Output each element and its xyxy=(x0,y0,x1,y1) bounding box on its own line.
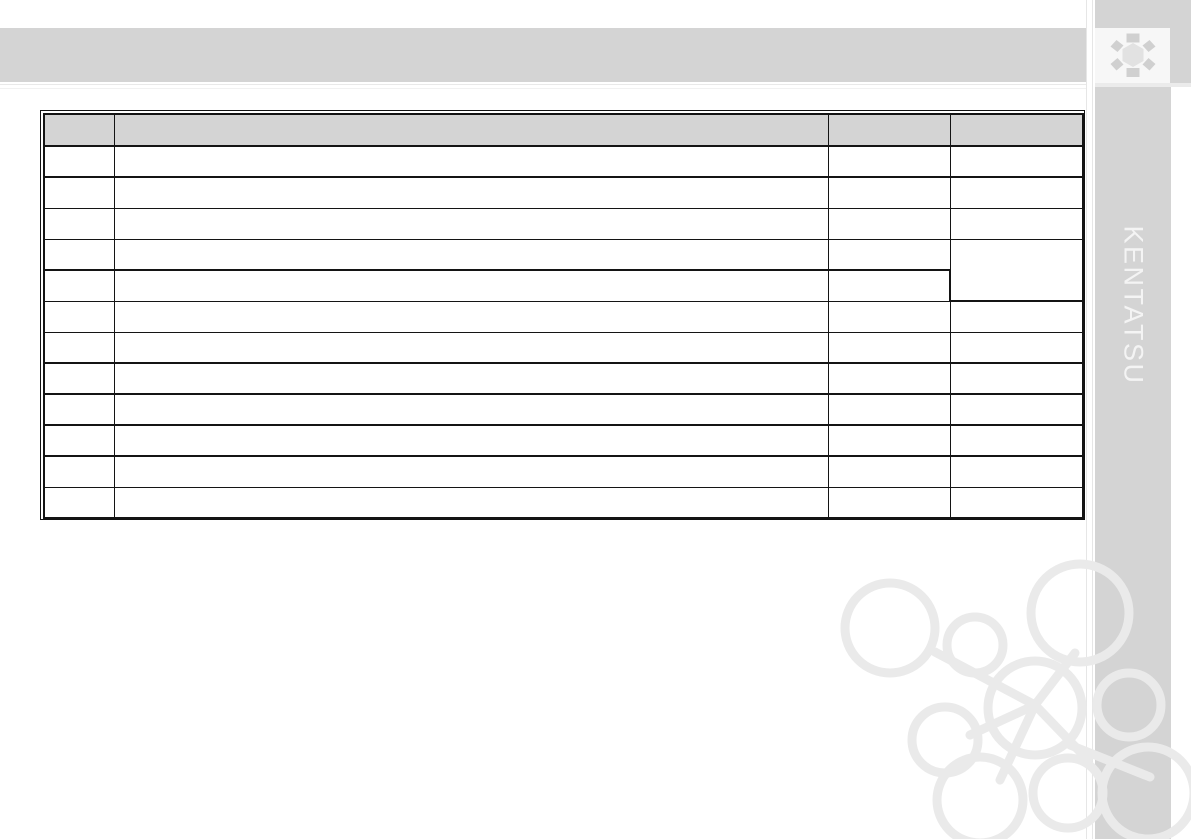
table-row[interactable] xyxy=(43,362,1084,395)
table-row[interactable] xyxy=(43,486,1084,519)
cell-note[interactable] xyxy=(949,207,1084,240)
data-table xyxy=(43,113,1084,519)
column-header-value[interactable] xyxy=(827,113,951,147)
cell-index[interactable] xyxy=(43,455,115,488)
table-row[interactable] xyxy=(43,331,1084,364)
rail-guide-line-inner xyxy=(1092,0,1093,839)
rail-corner-fill-top xyxy=(1170,0,1191,28)
page-header-band xyxy=(0,28,1086,82)
cell-value[interactable] xyxy=(827,393,951,426)
cell-index[interactable] xyxy=(43,269,115,302)
rail-corner-fill-side xyxy=(1170,28,1191,83)
table-row[interactable] xyxy=(43,176,1084,209)
column-header-index[interactable] xyxy=(43,113,115,147)
cell-note[interactable] xyxy=(949,393,1084,426)
cell-note-merged[interactable] xyxy=(949,238,1084,302)
table-row[interactable] xyxy=(43,455,1084,488)
rail-body xyxy=(1095,87,1171,839)
cell-note[interactable] xyxy=(949,331,1084,364)
column-header-description[interactable] xyxy=(113,113,829,147)
table-outer-frame xyxy=(40,110,1085,520)
cell-value[interactable] xyxy=(827,362,951,395)
cell-description[interactable] xyxy=(113,424,829,457)
cell-index[interactable] xyxy=(43,300,115,333)
cell-note[interactable] xyxy=(949,300,1084,333)
table-row[interactable] xyxy=(43,207,1084,240)
cell-note[interactable] xyxy=(949,362,1084,395)
table-body xyxy=(43,145,1084,519)
cell-index[interactable] xyxy=(43,393,115,426)
table-header-row-group xyxy=(43,113,1084,147)
cell-value[interactable] xyxy=(827,486,951,519)
cell-note[interactable] xyxy=(949,145,1084,178)
cell-index[interactable] xyxy=(43,486,115,519)
cell-value[interactable] xyxy=(827,269,951,302)
cell-index[interactable] xyxy=(43,238,115,271)
cell-index[interactable] xyxy=(43,176,115,209)
cell-index[interactable] xyxy=(43,207,115,240)
cell-description[interactable] xyxy=(113,300,829,333)
cell-description[interactable] xyxy=(113,145,829,178)
rail-divider xyxy=(1095,83,1191,87)
cell-description[interactable] xyxy=(113,176,829,209)
cell-value[interactable] xyxy=(827,207,951,240)
table-row[interactable] xyxy=(43,238,1084,302)
column-header-note[interactable] xyxy=(949,113,1084,147)
table-row[interactable] xyxy=(43,393,1084,426)
cell-note[interactable] xyxy=(949,455,1084,488)
cell-note[interactable] xyxy=(949,176,1084,209)
cell-index[interactable] xyxy=(43,331,115,364)
rail-guide-line-outer xyxy=(1086,0,1087,839)
cell-note[interactable] xyxy=(949,486,1084,519)
cell-note[interactable] xyxy=(949,424,1084,457)
header-divider-upper xyxy=(0,84,1086,85)
cell-index[interactable] xyxy=(43,424,115,457)
cell-value[interactable] xyxy=(827,238,951,271)
table-header-row xyxy=(43,113,1084,147)
cell-value[interactable] xyxy=(827,424,951,457)
cell-description[interactable] xyxy=(113,269,829,302)
cell-description[interactable] xyxy=(113,486,829,519)
cell-index[interactable] xyxy=(43,145,115,178)
cell-value[interactable] xyxy=(827,300,951,333)
cell-description[interactable] xyxy=(113,455,829,488)
cell-description[interactable] xyxy=(113,362,829,395)
cell-value[interactable] xyxy=(827,176,951,209)
cell-index[interactable] xyxy=(43,362,115,395)
cell-description[interactable] xyxy=(113,207,829,240)
table-row[interactable] xyxy=(43,424,1084,457)
table-row[interactable] xyxy=(43,145,1084,178)
cell-value[interactable] xyxy=(827,455,951,488)
table-row[interactable] xyxy=(43,269,1083,302)
cell-description[interactable] xyxy=(113,393,829,426)
rail-top-block xyxy=(1095,0,1171,28)
header-divider-lower xyxy=(0,88,1086,89)
table-row[interactable] xyxy=(43,300,1084,333)
cell-description[interactable] xyxy=(113,238,829,271)
data-table-container xyxy=(40,110,1085,520)
cell-description[interactable] xyxy=(113,331,829,364)
cell-value[interactable] xyxy=(827,331,951,364)
kentatsu-hexagon-logo-icon xyxy=(1110,33,1156,77)
cell-value[interactable] xyxy=(827,145,951,178)
